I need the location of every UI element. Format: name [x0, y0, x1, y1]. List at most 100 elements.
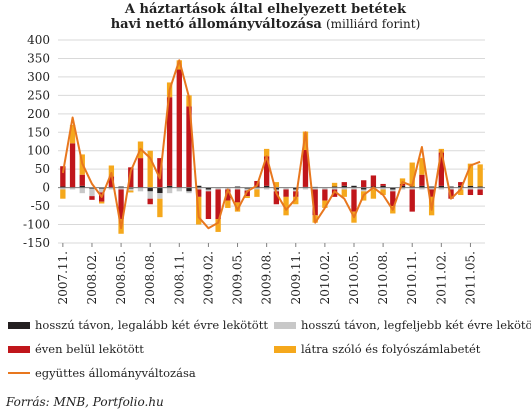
- x-tick-label: 2007.11.: [56, 251, 70, 304]
- bar-under1y: [428, 189, 435, 197]
- bar-long2y: [244, 187, 250, 189]
- bar-long_max2y: [283, 187, 289, 190]
- bar-long2y: [166, 185, 173, 188]
- bar-long2y: [351, 185, 357, 188]
- bar-long2y: [467, 185, 474, 188]
- legend-item-under1y: éven belül lekötött: [8, 342, 144, 356]
- total-line: [61, 59, 481, 230]
- bar-under1y: [60, 166, 66, 187]
- bar-long2y: [234, 186, 241, 188]
- bar-long2y: [409, 186, 415, 188]
- bar-under1y: [108, 176, 115, 188]
- bar-long_max2y: [293, 189, 299, 192]
- bar-long_max2y: [428, 187, 435, 190]
- bar-under1y: [341, 182, 347, 186]
- bar-long_max2y: [254, 187, 260, 190]
- bar-long_max2y: [399, 187, 406, 190]
- legend-swatch-under1y: [8, 345, 30, 353]
- bar-long_max2y: [147, 191, 153, 199]
- bar-long_max2y: [108, 187, 115, 190]
- bar-current: [108, 165, 115, 177]
- bar-current: [157, 198, 163, 218]
- bar-long2y: [273, 187, 280, 190]
- bar-long_max2y: [322, 187, 328, 190]
- bar-long_max2y: [419, 187, 425, 190]
- legend-label-long2y: hosszú távon, legalább két évre lekötött: [35, 318, 268, 332]
- bar-long_max2y: [263, 187, 270, 190]
- bar-long2y: [438, 185, 444, 188]
- bar-long_max2y: [477, 187, 483, 190]
- bar-current: [225, 200, 231, 208]
- bar-current: [293, 196, 299, 205]
- bar-under1y: [176, 69, 182, 188]
- bar-under1y: [166, 97, 173, 186]
- bar-under1y: [128, 167, 134, 188]
- bar-long_max2y: [467, 187, 474, 190]
- bar-current: [331, 182, 338, 187]
- x-tick-label: 2011.05.: [463, 251, 477, 304]
- y-tick-label: 250: [27, 88, 50, 102]
- legend-label-current: látra szóló és folyószámlabetét: [301, 342, 481, 356]
- bar-long_max2y: [137, 187, 144, 192]
- bar-long_max2y: [234, 187, 241, 190]
- bar-current: [60, 189, 66, 199]
- source-note: Forrás: MNB, Portfolio.hu: [6, 395, 164, 409]
- y-axis-ticks: 400 350 300 250 200 150 100 50 0 -50 -100 -150: [23, 33, 50, 250]
- bar-under1y: [69, 143, 76, 188]
- bar-long_max2y: [99, 188, 105, 193]
- bar-under1y: [225, 189, 231, 201]
- legend-item-long2y: hosszú távon, legalább két évre lekötött: [8, 318, 268, 332]
- bar-under1y: [312, 189, 318, 216]
- legend-label-under1y: éven belül lekötött: [35, 342, 144, 356]
- bar-under1y: [380, 183, 386, 186]
- legend-label-long-max2y: hosszú távon, legfeljebb két évre lekötö…: [301, 318, 531, 332]
- bar-long_max2y: [448, 187, 454, 190]
- bar-under1y: [438, 152, 444, 186]
- bar-under1y: [215, 189, 221, 220]
- chart-canvas: 400 350 300 250 200 150 100 50 0 -50 -100 -150 2007…: [23, 33, 485, 304]
- bar-long_max2y: [380, 187, 386, 190]
- bar-long2y: [331, 186, 338, 188]
- x-tick-label: 2010.05.: [347, 251, 361, 304]
- bar-under1y: [390, 191, 396, 207]
- bar-long2y: [361, 187, 367, 190]
- y-tick-label: -100: [23, 218, 50, 232]
- bar-under1y: [361, 180, 367, 188]
- bar-long2y: [205, 187, 212, 190]
- bar-long2y: [390, 187, 396, 190]
- bar-long_max2y: [176, 187, 182, 192]
- bar-current: [128, 190, 134, 193]
- bar-long_max2y: [409, 187, 415, 190]
- bar-current: [322, 200, 328, 208]
- bar-long_max2y: [361, 189, 367, 192]
- bar-long_max2y: [186, 191, 192, 194]
- total-line-group: [61, 59, 481, 230]
- bar-current: [419, 158, 425, 175]
- title-unit: (milliárd forint): [325, 17, 421, 31]
- legend-swatch-long2y: [8, 321, 30, 329]
- x-tick-label: 2009.11.: [289, 251, 303, 304]
- bar-current: [69, 124, 76, 144]
- x-axis-ticks: 2007.11. 2008.02. 2008.05. 2008.08. 2008.11.…: [56, 243, 477, 304]
- bar-long_max2y: [118, 187, 124, 190]
- bar-under1y: [458, 182, 464, 186]
- bar-under1y: [370, 175, 377, 187]
- bar-long2y: [60, 186, 66, 188]
- bar-long2y: [157, 187, 163, 194]
- bar-under1y: [467, 189, 474, 196]
- y-tick-label: -150: [23, 236, 50, 250]
- bar-long_max2y: [79, 187, 85, 194]
- legend-swatch-long-max2y: [274, 321, 296, 329]
- bar-under1y: [186, 106, 192, 188]
- bar-long_max2y: [341, 187, 347, 190]
- title-line-1: A háztartások által elhelyezett betétek: [124, 2, 407, 17]
- x-tick-label: 2009.05.: [231, 251, 245, 304]
- bar-long_max2y: [390, 189, 396, 192]
- bar-under1y: [89, 196, 95, 200]
- x-tick-label: 2010.08.: [376, 251, 390, 304]
- bar-long_max2y: [128, 188, 134, 191]
- bar-under1y: [322, 189, 328, 201]
- bar-long2y: [263, 185, 270, 188]
- bar-long2y: [147, 187, 153, 192]
- y-tick-label: 350: [27, 51, 50, 65]
